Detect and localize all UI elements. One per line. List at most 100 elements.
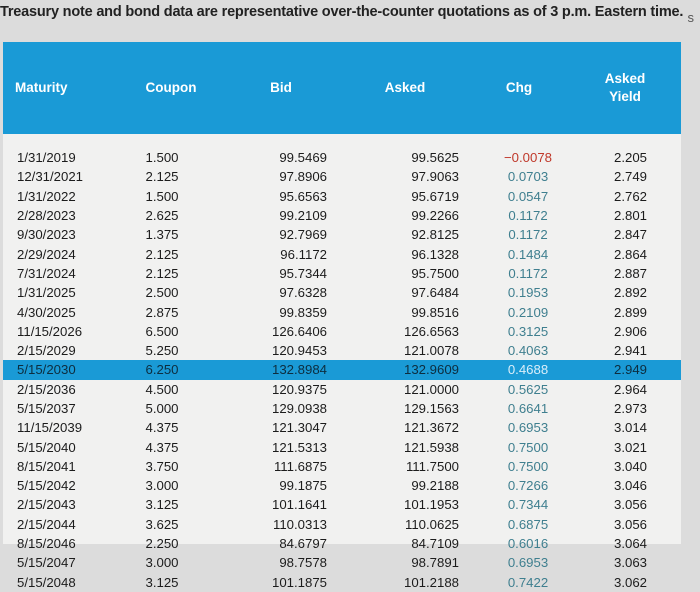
bid-cell: 121.3047 — [271, 420, 327, 436]
maturity-cell: 1/31/2025 — [17, 285, 76, 301]
table-row[interactable]: 2/29/2024 2.125 96.1172 96.1328 0.1484 2.864 — [3, 244, 681, 263]
table-row[interactable]: 5/15/2040 4.375 121.5313 121.5938 0.7500 3.02… — [3, 437, 681, 456]
asked-yield-cell: 2.941 — [613, 343, 647, 359]
coupon-cell: 4.375 — [145, 439, 179, 455]
column-header-chg[interactable]: Chg — [505, 80, 533, 95]
asked-cell: 92.8125 — [411, 227, 459, 243]
maturity-cell: 12/31/2021 — [17, 169, 84, 185]
table-row[interactable]: 5/15/2037 5.000 129.0938 129.1563 0.6641 2.97… — [3, 399, 681, 418]
maturity-cell: 2/15/2043 — [17, 497, 76, 513]
maturity-cell: 5/15/2048 — [17, 574, 76, 590]
column-header-bid[interactable]: Bid — [270, 80, 292, 95]
chg-cell: 0.7422 — [507, 574, 549, 590]
table-row[interactable]: 5/15/2047 3.000 98.7578 98.7891 0.6953 3.063 — [3, 553, 681, 572]
chg-cell: −0.0078 — [503, 150, 553, 166]
coupon-cell: 2.125 — [145, 265, 179, 281]
asked-cell: 99.2266 — [411, 208, 459, 224]
chg-cell: 0.7500 — [507, 439, 549, 455]
asked-cell: 99.2188 — [411, 478, 459, 494]
maturity-cell: 7/31/2024 — [17, 265, 76, 281]
table-row[interactable]: 2/15/2044 3.625 110.0313 110.0625 0.6875 3.05… — [3, 515, 681, 534]
table-row[interactable]: 11/15/2039 4.375 121.3047 121.3672 0.6953 3.0… — [3, 418, 681, 437]
bid-cell: 101.1641 — [271, 497, 327, 513]
chg-cell: 0.6953 — [507, 420, 549, 436]
chg-cell: 0.4063 — [507, 343, 549, 359]
asked-yield-line-1: Asked — [604, 71, 646, 86]
column-header-maturity[interactable]: Maturity — [15, 80, 68, 95]
coupon-cell: 5.000 — [145, 401, 179, 416]
maturity-cell: 5/15/2030 — [3, 360, 121, 380]
coupon-cell: 2.125 — [145, 246, 179, 262]
table-row[interactable]: 9/30/2023 1.375 92.7969 92.8125 0.1172 2.847 — [3, 225, 681, 244]
table-header-row: Maturity Coupon Bid Asked Chg Asked Yiel… — [3, 42, 681, 134]
table-row[interactable]: 2/15/2029 5.250 120.9453 121.0078 0.4063 2.94… — [3, 341, 681, 360]
table-row[interactable]: 7/31/2024 2.125 95.7344 95.7500 0.1172 2.887 — [3, 264, 681, 283]
bid-cell: 121.5313 — [271, 439, 327, 455]
chg-cell: 0.6641 — [507, 401, 549, 416]
bid-cell: 111.6875 — [273, 458, 327, 474]
asked-yield-cell: 2.205 — [613, 150, 647, 166]
table-row[interactable]: 5/15/2042 3.000 99.1875 99.2188 0.7266 3.046 — [3, 476, 681, 495]
chg-cell: 0.6875 — [507, 516, 549, 532]
bid-cell: 129.0938 — [271, 401, 327, 416]
treasury-table-panel: Maturity Coupon Bid Asked Chg Asked Yiel… — [3, 42, 681, 590]
bid-cell: 99.8359 — [279, 304, 327, 320]
table-row[interactable]: 11/15/2026 6.500 126.6406 126.6563 0.3125 2.9… — [3, 322, 681, 341]
maturity-cell: 2/28/2023 — [17, 208, 76, 224]
table-caption: Treasury note and bond data are represen… — [0, 4, 684, 20]
table-row[interactable]: 4/30/2025 2.875 99.8359 99.8516 0.2109 2.899 — [3, 302, 681, 321]
table-row[interactable]: 12/31/2021 2.125 97.8906 97.9063 0.0703 2.749 — [3, 167, 681, 186]
asked-cell: 95.6719 — [411, 188, 459, 204]
asked-cell: 121.3672 — [403, 420, 459, 436]
coupon-cell: 2.125 — [145, 169, 179, 185]
asked-yield-cell: 3.062 — [613, 574, 647, 590]
maturity-cell: 5/15/2042 — [17, 478, 76, 494]
coupon-cell: 2.625 — [145, 208, 179, 224]
maturity-cell: 2/29/2024 — [17, 246, 76, 262]
bid-cell: 97.8906 — [279, 169, 327, 185]
column-header-coupon[interactable]: Coupon — [145, 80, 197, 95]
asked-cell: 111.7500 — [405, 458, 459, 474]
table-row[interactable]: 2/15/2043 3.125 101.1641 101.1953 0.7344 3.05… — [3, 495, 681, 514]
maturity-cell: 1/31/2022 — [17, 188, 76, 204]
bid-cell: 110.0313 — [272, 516, 327, 532]
column-header-asked[interactable]: Asked — [384, 80, 426, 95]
table-row[interactable]: 1/31/2025 2.500 97.6328 97.6484 0.1953 2.892 — [3, 283, 681, 302]
asked-yield-cell: 3.046 — [613, 478, 647, 494]
asked-yield-cell: 2.906 — [613, 323, 647, 339]
table-row[interactable]: 5/15/2030 6.250 132.8984 132.9609 0.4688 2.94… — [3, 360, 681, 380]
bid-cell: 120.9375 — [271, 381, 327, 397]
chg-cell: 0.1172 — [508, 265, 548, 281]
table-row[interactable]: 1/31/2019 1.500 99.5469 99.5625 −0.0078 2.205 — [3, 148, 681, 167]
chg-cell: 0.4688 — [469, 360, 569, 380]
asked-yield-cell: 2.864 — [613, 246, 647, 262]
table-row[interactable]: 5/15/2048 3.125 101.1875 101.2188 0.7422 3.06… — [3, 573, 681, 592]
bid-cell: 97.6328 — [279, 285, 327, 301]
asked-yield-cell: 3.056 — [613, 516, 647, 532]
table-row[interactable]: 8/15/2041 3.750 111.6875 111.7500 0.7500 3.04… — [3, 457, 681, 476]
asked-cell: 99.5625 — [411, 150, 459, 166]
bid-cell: 92.7969 — [279, 227, 327, 243]
asked-yield-cell: 2.887 — [613, 265, 647, 281]
column-header-asked-yield[interactable]: Asked Yield — [569, 42, 681, 134]
coupon-cell: 1.500 — [145, 188, 179, 204]
bid-cell: 98.7578 — [279, 555, 327, 571]
asked-yield-cell: 2.899 — [613, 304, 647, 320]
bid-cell: 101.1875 — [271, 574, 327, 590]
maturity-cell: 2/15/2036 — [17, 381, 76, 397]
maturity-cell: 11/15/2039 — [17, 420, 83, 436]
bid-cell: 132.8984 — [221, 360, 341, 380]
table-row[interactable]: 2/28/2023 2.625 99.2109 99.2266 0.1172 2.801 — [3, 206, 681, 225]
asked-yield-cell: 2.892 — [613, 285, 647, 301]
asked-cell: 132.9609 — [341, 360, 469, 380]
table-row[interactable]: 2/15/2036 4.500 120.9375 121.0000 0.5625 2.96… — [3, 380, 681, 399]
maturity-cell: 11/15/2026 — [17, 323, 83, 339]
table-row[interactable]: 1/31/2022 1.500 95.6563 95.6719 0.0547 2.762 — [3, 187, 681, 206]
asked-cell: 110.0625 — [404, 516, 459, 532]
chg-cell: 0.3125 — [507, 323, 549, 339]
bid-cell: 99.1875 — [279, 478, 327, 494]
chg-cell: 0.6953 — [507, 555, 549, 571]
bid-cell: 99.2109 — [279, 208, 327, 224]
maturity-cell: 2/15/2044 — [17, 516, 76, 532]
coupon-cell: 3.750 — [145, 458, 179, 474]
